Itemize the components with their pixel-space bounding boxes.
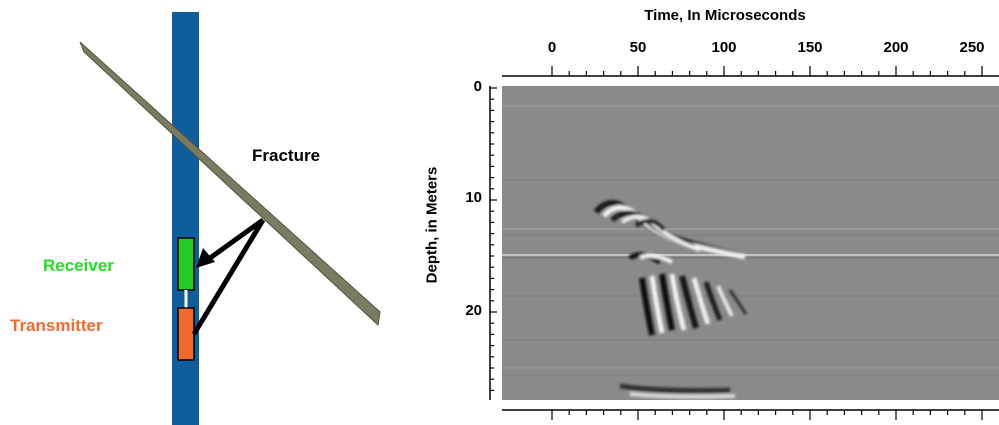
x-tick-label: 50 (629, 39, 647, 56)
fracture-plane (79, 41, 381, 327)
top-axis-ticks (551, 66, 983, 76)
radargram-traces (502, 105, 999, 399)
y-tick-label: 20 (465, 302, 482, 319)
borehole (172, 12, 199, 425)
incident-ray (191, 218, 266, 336)
left-axis-ticks (490, 87, 497, 391)
x-tick-label: 250 (959, 39, 985, 56)
x-tick-label: 100 (711, 39, 737, 56)
reflected-ray (208, 217, 265, 261)
fracture-label: Fracture (252, 146, 321, 165)
reflection-event (593, 200, 748, 399)
radargram-background (502, 86, 999, 400)
receiver-box (177, 237, 195, 291)
y-axis-title: Depth, in Meters (423, 166, 441, 284)
y-tick-label: 0 (473, 78, 482, 95)
receiver-label: Receiver (43, 256, 114, 275)
reflected-ray-arrowhead (196, 248, 215, 268)
radargram-plot (489, 66, 999, 420)
x-tick-label: 150 (797, 39, 823, 56)
transmitter-box (177, 307, 195, 361)
x-tick-label: 200 (883, 39, 909, 56)
y-tick-label: 10 (465, 189, 482, 206)
bottom-axis-ticks (551, 410, 983, 420)
transmitter-label: Transmitter (10, 316, 103, 335)
x-axis-title: Time, In Microseconds (644, 7, 806, 24)
x-tick-label: 0 (547, 39, 557, 56)
